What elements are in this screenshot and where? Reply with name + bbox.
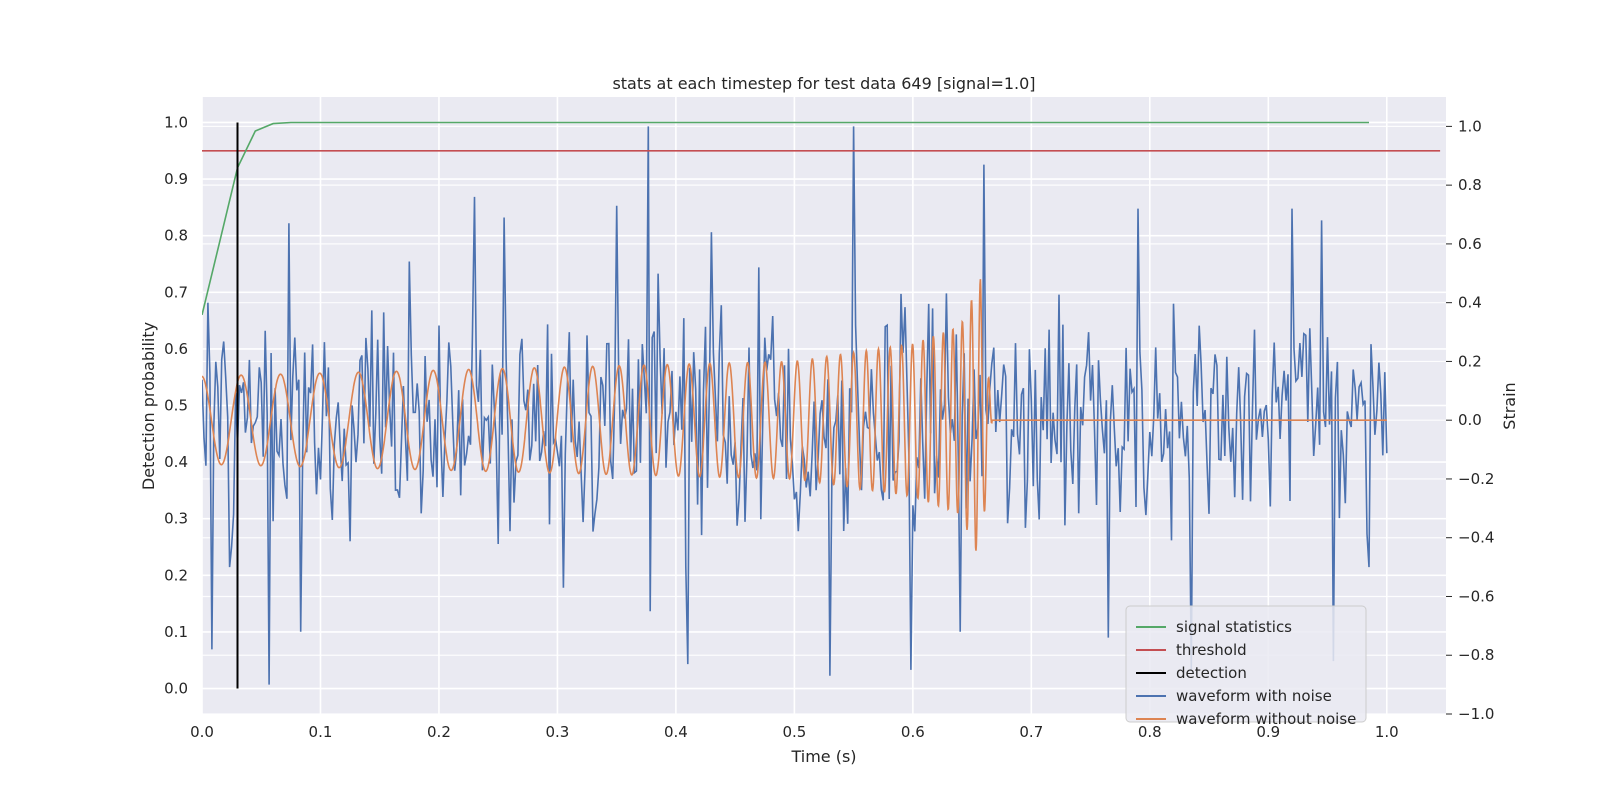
right-y-tick-label: 0.8 <box>1458 176 1482 194</box>
y-tick-label: 0.1 <box>164 623 188 641</box>
x-tick-label: 0.5 <box>782 723 806 741</box>
chart-title: stats at each timestep for test data 649… <box>612 74 1035 93</box>
x-tick-label: 1.0 <box>1375 723 1399 741</box>
y-axis-label: Detection probability <box>139 322 158 490</box>
x-tick-label: 0.4 <box>664 723 688 741</box>
legend-label: waveform with noise <box>1176 687 1332 705</box>
series-layer <box>202 121 1441 689</box>
y-tick-label: 1.0 <box>164 113 188 131</box>
legend: signal statistics threshold detection wavef… <box>1125 605 1367 728</box>
y-tick-label: 0.3 <box>164 510 188 528</box>
right-y-tick-label: −0.8 <box>1458 646 1494 664</box>
y-tick-labels: 0.0 0.1 0.2 0.3 0.4 0.5 0.6 0.7 0.8 0.9 1.0 <box>164 113 188 697</box>
series-waveform-without-noise <box>202 279 1387 551</box>
legend-label: signal statistics <box>1176 618 1292 636</box>
y-tick-label: 0.6 <box>164 340 188 358</box>
x-tick-label: 0.3 <box>545 723 569 741</box>
y-tick-label: 0.7 <box>164 283 188 301</box>
right-y-tick-label: −0.2 <box>1458 470 1494 488</box>
right-y-tick-label: 0.4 <box>1458 294 1482 312</box>
legend-label: threshold <box>1176 641 1247 659</box>
x-tick-label: 0.8 <box>1138 723 1162 741</box>
x-tick-label: 0.9 <box>1256 723 1280 741</box>
x-tick-label: 0.6 <box>901 723 925 741</box>
x-tick-label: 0.1 <box>309 723 333 741</box>
x-tick-labels: 0.0 0.1 0.2 0.3 0.4 0.5 0.6 0.7 0.8 0.9 1.0 <box>190 723 1399 741</box>
right-y-tick-labels: −1.0 −0.8 −0.6 −0.4 −0.2 0.0 0.2 0.4 0.6 0.8 1.0 <box>1446 117 1494 723</box>
right-y-tick-label: 0.2 <box>1458 352 1482 370</box>
series-waveform-with-noise <box>202 126 1388 685</box>
x-tick-label: 0.7 <box>1019 723 1043 741</box>
legend-box <box>1125 605 1367 723</box>
x-tick-label: 0.2 <box>427 723 451 741</box>
right-y-tick-label: 1.0 <box>1458 117 1482 135</box>
right-y-tick-label: 0.0 <box>1458 411 1482 429</box>
y-tick-label: 0.9 <box>164 170 188 188</box>
legend-label: waveform without noise <box>1176 710 1356 728</box>
x-axis-label: Time (s) <box>790 747 856 766</box>
y-tick-label: 0.5 <box>164 397 188 415</box>
right-y-tick-label: −0.4 <box>1458 529 1494 547</box>
right-y-tick-label: −1.0 <box>1458 705 1494 723</box>
y-tick-label: 0.0 <box>164 680 188 698</box>
right-y-tick-label: −0.6 <box>1458 587 1494 605</box>
series-signal-statistics <box>202 121 1369 316</box>
y-tick-label: 0.2 <box>164 566 188 584</box>
y-tick-label: 0.8 <box>164 227 188 245</box>
right-y-axis-label: Strain <box>1500 382 1519 429</box>
right-y-tick-label: 0.6 <box>1458 235 1482 253</box>
x-tick-label: 0.0 <box>190 723 214 741</box>
y-tick-label: 0.4 <box>164 453 188 471</box>
legend-label: detection <box>1176 664 1247 682</box>
